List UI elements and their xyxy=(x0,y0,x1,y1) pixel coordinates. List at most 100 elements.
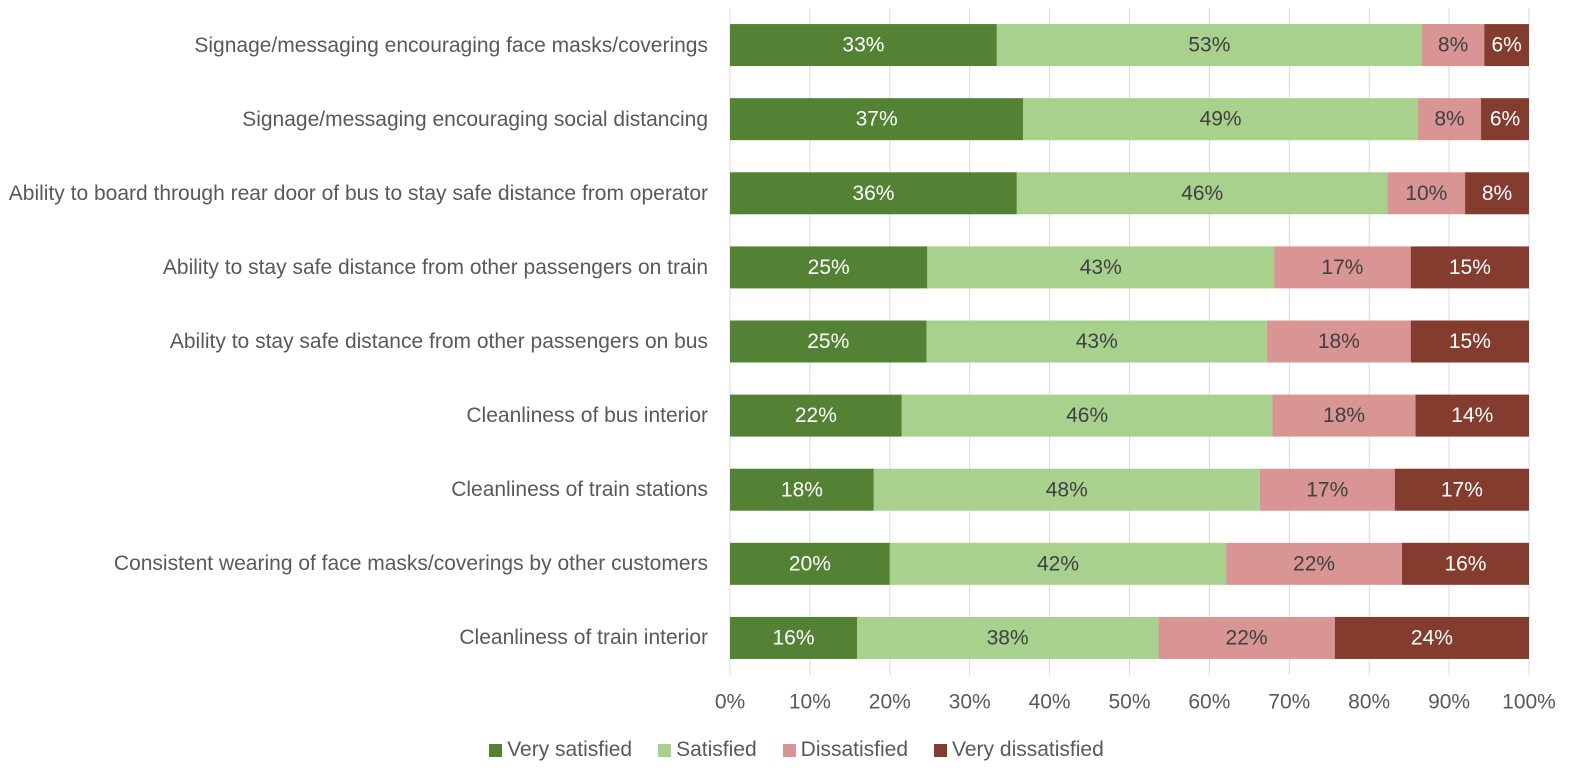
x-tick-label: 80% xyxy=(1348,691,1390,714)
value-label: 22% xyxy=(1226,626,1268,649)
x-tick-label: 40% xyxy=(1029,691,1071,714)
value-label: 24% xyxy=(1411,626,1453,649)
value-label: 14% xyxy=(1451,404,1493,427)
x-tick-label: 50% xyxy=(1108,691,1150,714)
bar-segment xyxy=(926,320,1267,363)
bar-segment xyxy=(1465,172,1529,215)
bar-segment xyxy=(730,468,874,511)
legend-label: Very satisfied xyxy=(507,738,633,761)
category-label: Ability to stay safe distance from other… xyxy=(8,312,708,372)
bar-segment xyxy=(873,468,1260,511)
value-label: 49% xyxy=(1200,108,1242,131)
bar-segment xyxy=(1023,98,1418,141)
value-label: 18% xyxy=(781,478,823,501)
bar-segment xyxy=(1481,98,1529,141)
value-label: 53% xyxy=(1188,34,1230,57)
value-label: 33% xyxy=(842,34,884,57)
category-label: Signage/messaging encouraging face masks… xyxy=(8,15,708,75)
bar-segment xyxy=(1272,394,1416,437)
bar-segment xyxy=(901,394,1273,437)
value-label: 36% xyxy=(852,182,894,205)
value-label: 46% xyxy=(1181,182,1223,205)
category-text: Signage/messaging encouraging face masks… xyxy=(194,33,708,57)
bar-segment xyxy=(1394,468,1529,511)
x-tick-label: 70% xyxy=(1268,691,1310,714)
category-text: Cleanliness of bus interior xyxy=(466,404,708,428)
value-label: 18% xyxy=(1323,404,1365,427)
value-label: 25% xyxy=(807,330,849,353)
value-label: 18% xyxy=(1318,330,1360,353)
legend: Very satisfied Satisfied Dissatisfied Very … xyxy=(0,738,1583,762)
bar-segment xyxy=(730,616,858,659)
bar-segment xyxy=(1421,24,1485,67)
bar-segment xyxy=(730,320,927,363)
value-label: 20% xyxy=(789,552,831,575)
category-label: Cleanliness of train interior xyxy=(8,608,708,668)
value-label: 22% xyxy=(795,404,837,427)
value-label: 25% xyxy=(808,256,850,279)
bar-segment xyxy=(1016,172,1388,215)
legend-item: Very dissatisfied xyxy=(934,738,1104,762)
bar-segment xyxy=(1417,98,1482,141)
legend-label: Very dissatisfied xyxy=(952,738,1104,761)
category-text: Ability to stay safe distance from other… xyxy=(169,330,708,353)
x-tick-label: 10% xyxy=(789,691,831,714)
bar-segment xyxy=(1401,542,1529,585)
value-label: 16% xyxy=(1444,552,1486,575)
bar-segment xyxy=(857,616,1159,659)
category-label: Signage/messaging encouraging social dis… xyxy=(8,89,708,149)
bar-segment xyxy=(1158,616,1335,659)
bar-segment xyxy=(1387,172,1466,215)
bar-segment xyxy=(1274,246,1411,289)
value-label: 15% xyxy=(1449,256,1491,279)
value-label: 43% xyxy=(1076,330,1118,353)
value-label: 8% xyxy=(1438,34,1468,57)
legend-label: Satisfied xyxy=(676,738,757,761)
bar-segment xyxy=(1266,320,1411,363)
bar-segment xyxy=(1410,320,1529,363)
category-label: Consistent wearing of face masks/coverin… xyxy=(8,534,708,594)
value-label: 43% xyxy=(1080,256,1122,279)
bar-segment xyxy=(730,246,928,289)
x-tick-label: 0% xyxy=(715,691,745,714)
legend-swatch xyxy=(782,743,796,757)
legend-swatch xyxy=(934,743,948,757)
bar-segment xyxy=(730,24,997,67)
x-tick-label: 100% xyxy=(1502,691,1556,714)
category-text: Ability to board through rear door of bu… xyxy=(8,181,708,205)
bar-segment xyxy=(1484,24,1529,67)
bar-segment xyxy=(1410,246,1529,289)
bar-segment xyxy=(730,542,890,585)
value-label: 37% xyxy=(856,108,898,131)
legend-swatch xyxy=(489,743,503,757)
x-tick-label: 60% xyxy=(1188,691,1230,714)
x-tick-label: 30% xyxy=(949,691,991,714)
value-label: 17% xyxy=(1321,256,1363,279)
bar-segment xyxy=(1415,394,1529,437)
bar-segment xyxy=(889,542,1227,585)
x-tick-label: 90% xyxy=(1428,691,1470,714)
value-label: 48% xyxy=(1046,478,1088,501)
category-text: Signage/messaging encouraging social dis… xyxy=(242,107,708,131)
x-tick-label: 20% xyxy=(869,691,911,714)
legend-label: Dissatisfied xyxy=(800,738,909,761)
category-label: Cleanliness of bus interior xyxy=(8,386,708,446)
value-label: 8% xyxy=(1482,182,1512,205)
legend-item: Dissatisfied xyxy=(782,738,909,762)
value-label: 15% xyxy=(1449,330,1491,353)
legend-swatch xyxy=(658,743,672,757)
value-label: 10% xyxy=(1405,182,1447,205)
bar-segment xyxy=(1259,468,1395,511)
value-label: 22% xyxy=(1293,552,1335,575)
value-label: 6% xyxy=(1491,34,1521,57)
bar-segment xyxy=(1334,616,1529,659)
value-label: 46% xyxy=(1066,404,1108,427)
bar-segment xyxy=(730,172,1017,215)
category-label: Ability to board through rear door of bu… xyxy=(8,163,708,223)
value-label: 17% xyxy=(1306,478,1348,501)
category-label: Ability to stay safe distance from other… xyxy=(8,237,708,297)
category-text: Cleanliness of train interior xyxy=(459,626,708,650)
value-label: 38% xyxy=(987,626,1029,649)
